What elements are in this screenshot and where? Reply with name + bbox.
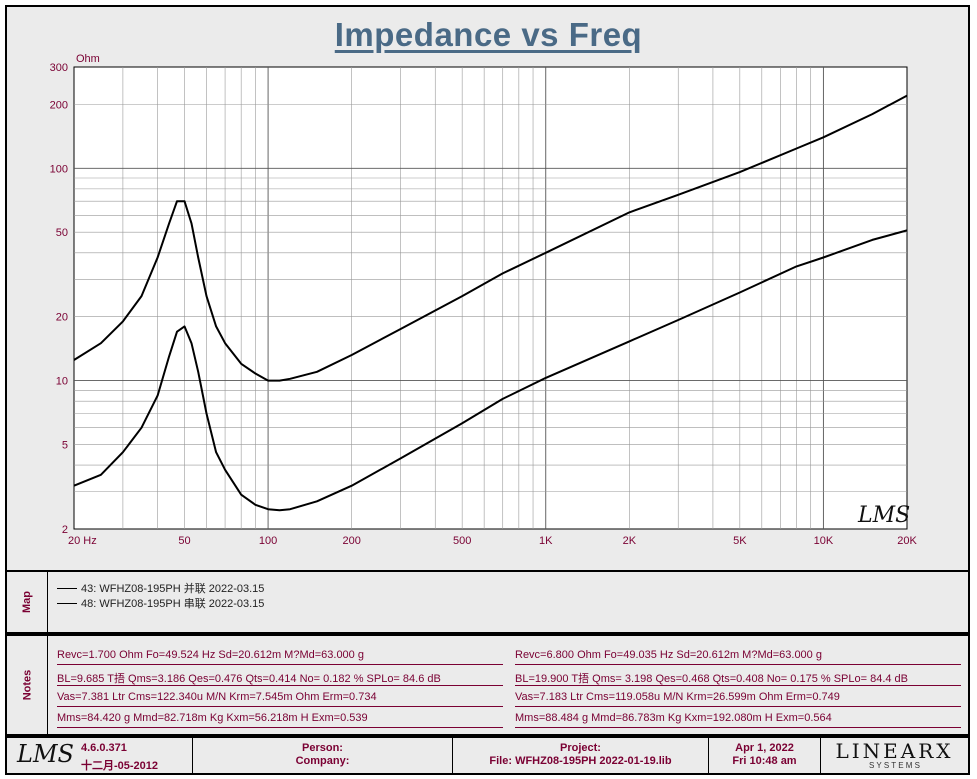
company-label: Company: bbox=[295, 755, 350, 767]
chart-grid bbox=[73, 66, 908, 530]
chart-title: Impedance vs Freq bbox=[334, 16, 643, 53]
notes-label: Notes bbox=[21, 669, 33, 701]
footer-person-cell: Person: Company: bbox=[193, 738, 453, 773]
x-tick-label: 2K bbox=[623, 535, 637, 547]
x-tick-label: 100 bbox=[259, 535, 277, 547]
footer-section: LMS 4.6.0.371 十二月-05-2012 Person: Compan… bbox=[5, 736, 970, 775]
y-tick-label: 50 bbox=[56, 227, 68, 239]
x-tick-label: 500 bbox=[453, 535, 471, 547]
footer-project-cell: Project: File: WFHZ08-195PH 2022-01-19.l… bbox=[453, 738, 709, 773]
y-tick-label: 5 bbox=[62, 440, 68, 452]
x-tick-label: 20 Hz bbox=[68, 535, 97, 547]
footer-version-cell: LMS 4.6.0.371 十二月-05-2012 bbox=[7, 738, 193, 773]
note-right-1: Revc=6.800 Ohm Fo=49.035 Hz Sd=20.612m M… bbox=[515, 649, 961, 665]
footer-date-cell: Apr 1, 2022 Fri 10:48 am bbox=[709, 738, 821, 773]
note-left-4: Mms=84.420 g Mmd=82.718m Kg Kxm=56.218m … bbox=[57, 712, 503, 728]
time-text: Fri 10:48 am bbox=[732, 755, 797, 767]
line-swatch-icon bbox=[57, 587, 77, 589]
x-tick-label: 1K bbox=[539, 535, 553, 547]
line-swatch-icon bbox=[57, 602, 77, 604]
x-tick-label: 50 bbox=[178, 535, 190, 547]
lms-watermark: LMS bbox=[857, 503, 910, 528]
map-entry-1[interactable]: 43: WFHZ08-195PH 并联 2022-03.15 bbox=[57, 580, 264, 596]
chart-curves bbox=[73, 94, 908, 512]
notes-label-cell: Notes bbox=[7, 636, 48, 734]
y-tick-label: 10 bbox=[56, 376, 68, 388]
map-entry-label: 43: WFHZ08-195PH 并联 2022-03.15 bbox=[81, 583, 265, 595]
map-entry-2[interactable]: 48: WFHZ08-195PH 串联 2022-03.15 bbox=[57, 595, 264, 611]
y-tick-label: 100 bbox=[50, 163, 68, 175]
note-left-3: Vas=7.381 Ltr Cms=122.340u M/N Krm=7.545… bbox=[57, 691, 503, 707]
linearx-logo: LINEARX bbox=[835, 739, 954, 763]
plot-area bbox=[73, 66, 908, 530]
notes-section: Notes Revc=1.700 Ohm Fo=49.524 Hz Sd=20.… bbox=[5, 634, 970, 736]
chart-ticks: 20 Hz 50 100 200 500 1K 2K 5K 10K 20K 300 200 100 50 2… bbox=[50, 62, 918, 547]
map-entry-label: 48: WFHZ08-195PH 串联 2022-03.15 bbox=[81, 598, 265, 610]
map-section: Map 43: WFHZ08-195PH 并联 2022-03.15 48: W… bbox=[5, 570, 970, 634]
x-tick-label: 200 bbox=[342, 535, 360, 547]
lms-logo: LMS bbox=[17, 740, 74, 768]
y-tick-label: 300 bbox=[50, 62, 68, 74]
project-label: Project: bbox=[560, 742, 601, 754]
impedance-chart: 20 Hz 50 100 200 500 1K 2K 5K 10K 20K 300 200 100 50 2… bbox=[50, 53, 918, 547]
y-tick-label: 200 bbox=[50, 99, 68, 111]
note-left-2: BL=9.685 T捂 Qms=3.186 Qes=0.476 Qts=0.41… bbox=[57, 670, 503, 686]
build-date-text: 十二月-05-2012 bbox=[81, 760, 159, 772]
map-label-cell: Map bbox=[7, 572, 48, 632]
y-axis-label: Ohm bbox=[76, 53, 100, 65]
x-tick-label: 20K bbox=[897, 535, 917, 547]
x-tick-label: 10K bbox=[814, 535, 834, 547]
series-line-2 bbox=[73, 94, 908, 382]
linearx-sub: S Y S T E M S bbox=[869, 761, 920, 770]
y-tick-label: 2 bbox=[62, 524, 68, 536]
file-label: File: WFHZ08-195PH 2022-01-19.lib bbox=[489, 755, 672, 767]
date-text: Apr 1, 2022 bbox=[735, 742, 794, 754]
note-right-2: BL=19.900 T捂 Qms= 3.198 Qes=0.468 Qts=0.… bbox=[515, 670, 961, 686]
person-label: Person: bbox=[302, 742, 343, 754]
footer-brand-cell: LINEARX S Y S T E M S bbox=[821, 738, 968, 773]
version-text: 4.6.0.371 bbox=[81, 742, 127, 754]
note-right-3: Vas=7.183 Ltr Cms=119.058u M/N Krm=26.59… bbox=[515, 691, 961, 707]
series-line-1 bbox=[73, 229, 908, 512]
map-label: Map bbox=[21, 591, 33, 613]
y-tick-label: 20 bbox=[56, 312, 68, 324]
note-right-4: Mms=88.484 g Mmd=86.783m Kg Kxm=192.080m… bbox=[515, 712, 961, 728]
note-left-1: Revc=1.700 Ohm Fo=49.524 Hz Sd=20.612m M… bbox=[57, 649, 503, 665]
x-tick-label: 5K bbox=[733, 535, 747, 547]
